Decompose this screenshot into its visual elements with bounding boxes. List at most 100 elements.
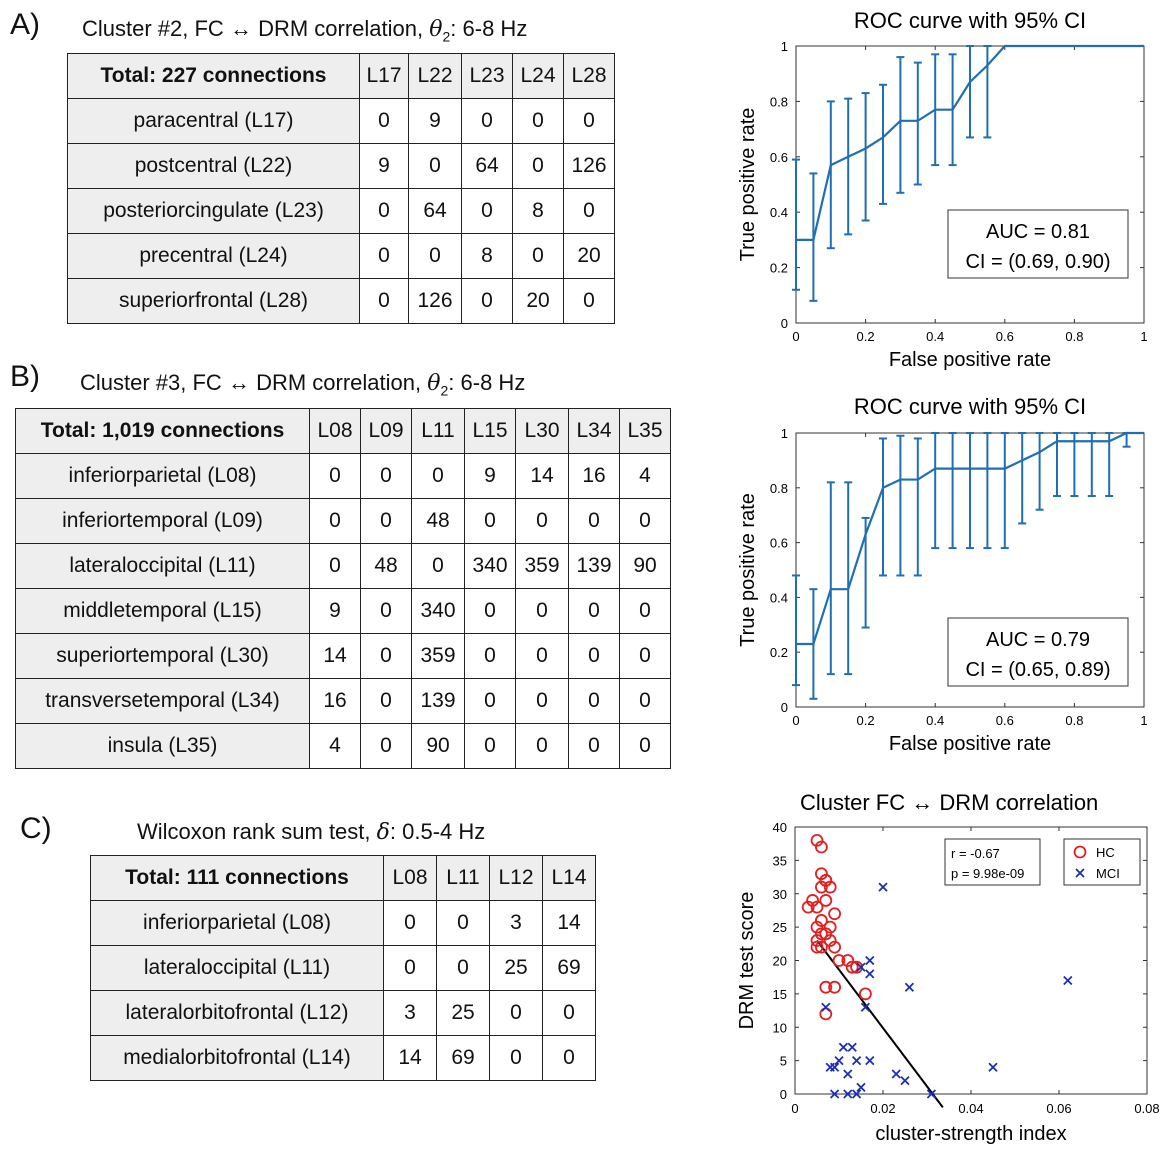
y-tick-label: 30	[773, 887, 787, 902]
col-header: L11	[436, 855, 490, 901]
hc-point	[828, 907, 841, 921]
table-cell: 0	[563, 188, 615, 234]
x-tick-label: 0.06	[1046, 1101, 1071, 1116]
mci-point	[988, 1062, 998, 1072]
hc-point	[832, 954, 846, 967]
x-tick-label: 0.4	[926, 713, 944, 728]
table-cell: 0	[359, 188, 409, 234]
table-cell: 25	[489, 945, 543, 991]
x-tick-label: 0.2	[857, 713, 875, 728]
table-cell: 0	[408, 143, 462, 189]
col-header: L28	[563, 53, 615, 99]
y-tick-label: 0.8	[770, 481, 788, 496]
mci-point	[843, 1089, 853, 1099]
roc-chart-2: ROC curve with 95% CI 0 0.2 0.4 0.6 0.8 1 0 0.2 0…	[737, 394, 1148, 755]
mci-point	[834, 1055, 844, 1066]
table-cell: 20	[563, 233, 615, 279]
legend-hc-marker	[1073, 845, 1087, 859]
y-tick-label: 0.4	[770, 205, 788, 220]
table-cell: 0	[359, 98, 409, 144]
table-cell: 9	[408, 98, 462, 144]
row-header: precentral (L24)	[67, 233, 360, 279]
table-cell: 0	[542, 990, 596, 1036]
y-axis-label: DRM test score	[736, 892, 758, 1030]
table-cell: 3	[489, 900, 543, 946]
legend-mci-label: MCI	[1096, 866, 1120, 881]
table-cell: 0	[489, 990, 543, 1036]
hc-point	[858, 987, 872, 1001]
table-cell: 0	[360, 633, 412, 679]
table-cell: 0	[515, 723, 569, 769]
x-tick-label: 1	[1140, 329, 1147, 344]
mci-point	[851, 1089, 862, 1099]
col-header: L24	[512, 53, 564, 99]
x-tick-label: 0	[792, 713, 799, 728]
hc-point	[815, 840, 828, 854]
y-tick-label: 25	[773, 920, 787, 935]
panel-a-title-mid: DRM correlation,	[258, 16, 424, 41]
row-header: lateralorbitofrontal (L12)	[90, 990, 384, 1036]
y-tick-label: 0.6	[770, 536, 788, 551]
mci-point	[900, 1076, 910, 1086]
table-cell: 0	[309, 543, 361, 589]
x-axis-label: cluster-strength index	[875, 1123, 1066, 1145]
panel-b-title-mid: DRM correlation,	[256, 370, 422, 395]
table-corner-cell: Total: 1,019 connections	[15, 408, 310, 454]
table-cell: 139	[411, 678, 465, 724]
hc-point	[819, 927, 833, 941]
panel-label-a: A)	[10, 8, 40, 41]
table-cell: 90	[411, 723, 465, 769]
roc-chart-1: ROC curve with 95% CI 0 0.2 0.4 0.6 0.8 1 0 0.2 0…	[737, 8, 1148, 371]
table-cell: 0	[464, 588, 516, 634]
table-cell: 16	[568, 453, 620, 499]
x-tick-label: 0.08	[1134, 1101, 1159, 1116]
mci-point	[847, 1042, 857, 1052]
table-row: lateraloccipital (L11) 0 0 25 69	[90, 945, 596, 991]
hc-point	[841, 954, 855, 967]
col-header: L11	[411, 408, 465, 454]
y-tick-label: 0.8	[770, 94, 788, 109]
table-row: lateralorbitofrontal (L12) 3 25 0 0	[90, 990, 596, 1036]
y-tick-label: 0.4	[770, 590, 788, 605]
x-tick-label: 0.4	[926, 329, 944, 344]
theta-subscript: 2	[440, 382, 449, 399]
table-corner-cell: Total: 111 connections	[90, 855, 384, 901]
table-row: inferiortemporal (L09) 0 0 48 0 0 0 0	[15, 498, 671, 544]
table-cell: 0	[563, 98, 615, 144]
chart-title: ROC curve with 95% CI	[854, 8, 1086, 33]
chart-title: ROC curve with 95% CI	[854, 394, 1086, 419]
table-a: Total: 227 connections L17 L22 L23 L24 L…	[67, 53, 615, 324]
table-cell: 8	[512, 188, 564, 234]
table-cell: 0	[512, 98, 564, 144]
hc-point	[810, 833, 824, 847]
mci-point	[851, 1055, 862, 1066]
roc-curve	[796, 431, 1144, 646]
table-cell: 69	[436, 1035, 490, 1081]
x-tick-label: 0.6	[996, 329, 1014, 344]
chart-title-suffix: DRM correlation	[939, 790, 1098, 815]
y-tick-label: 1	[781, 426, 788, 441]
table-cell: 9	[359, 143, 409, 189]
mci-point	[856, 1082, 866, 1092]
table-row: postcentral (L22) 9 0 64 0 126	[67, 143, 615, 189]
y-tick-label: 20	[773, 954, 787, 969]
stats-p: p = 9.98e-09	[951, 866, 1024, 881]
table-cell: 25	[436, 990, 490, 1036]
table-cell: 0	[515, 498, 569, 544]
y-tick-label: 40	[773, 820, 787, 835]
y-tick-label: 5	[780, 1054, 787, 1069]
row-header: medialorbitofrontal (L14)	[90, 1035, 384, 1081]
x-tick-label: 0.02	[870, 1101, 895, 1116]
table-cell: 340	[464, 543, 516, 589]
hc-point	[819, 874, 833, 887]
row-header: superiorfrontal (L28)	[67, 278, 360, 324]
x-axis-label: False positive rate	[889, 349, 1051, 371]
mci-point	[829, 1089, 840, 1099]
table-cell: 90	[619, 543, 671, 589]
roc-curve	[796, 44, 1144, 241]
table-cell: 48	[411, 498, 465, 544]
table-cell: 14	[383, 1035, 437, 1081]
col-header: L23	[461, 53, 513, 99]
table-cell: 0	[619, 633, 671, 679]
hc-point	[801, 900, 815, 914]
